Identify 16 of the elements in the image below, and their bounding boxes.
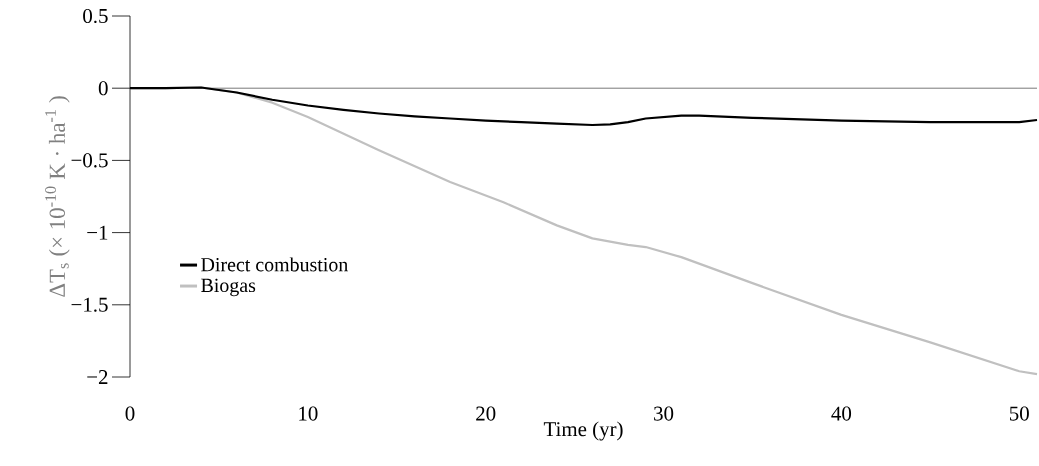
x-tick-label: 40 xyxy=(831,406,852,421)
x-tick-label: 30 xyxy=(654,406,674,421)
y-tick-label: 0.5 xyxy=(83,8,108,24)
y-tick-label: −0.5 xyxy=(71,153,108,168)
y-tick-label: −1 xyxy=(87,225,108,240)
x-tick-label: 20 xyxy=(476,406,496,421)
y-tick-label: 0 xyxy=(98,81,108,96)
y-tick-label: −2 xyxy=(87,370,108,384)
x-tick-label: 0 xyxy=(125,406,135,421)
x-tick-label: 50 xyxy=(1009,406,1029,421)
x-axis-title: Time (yr) xyxy=(543,421,623,441)
y-tick-label: −1.5 xyxy=(71,297,108,312)
y-axis-title: ΔT$_{s}$ (× 10$^{-10}$ K · ha$^{-1}$ ) xyxy=(45,96,70,297)
legend-label: Direct combustion xyxy=(201,257,348,272)
x-tick-label: 10 xyxy=(299,406,318,421)
legend-label: Biogas xyxy=(201,278,256,297)
